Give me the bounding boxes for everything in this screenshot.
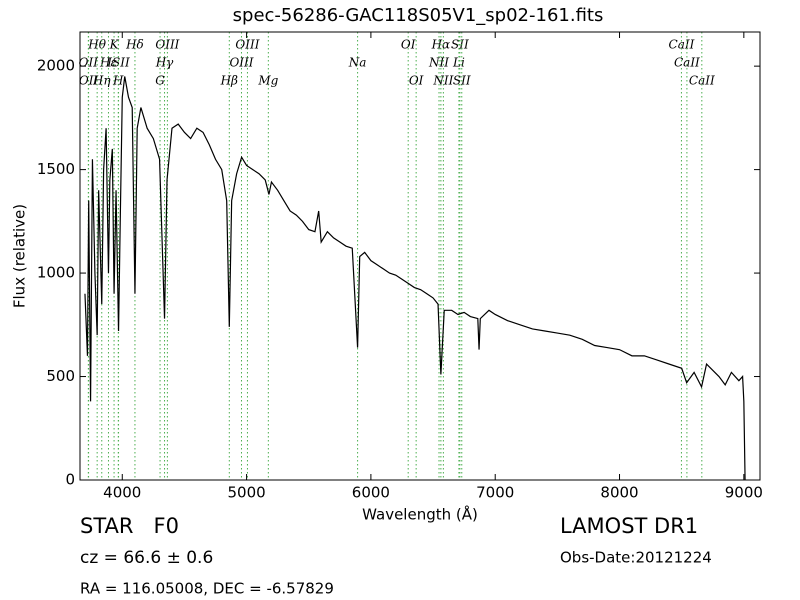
spectral-line-label: SII — [451, 38, 469, 52]
spectral-line-label: Na — [348, 56, 367, 70]
spectral-line-label: Mg — [257, 74, 278, 88]
spectral-line-label: CaII — [669, 38, 695, 52]
spectral-line-label: Hη — [92, 74, 111, 88]
spectral-line-label: Hα — [431, 38, 451, 52]
object-class: STAR F0 — [80, 514, 179, 538]
spectral-line-label: Hδ — [125, 38, 144, 52]
spectral-line-label: OII — [79, 74, 99, 88]
x-tick-label: 8000 — [600, 484, 638, 502]
spectral-line-label: CaII — [689, 74, 715, 88]
spectral-line-label: OIII — [155, 38, 179, 52]
spectral-line-label: SII — [453, 74, 471, 88]
spectral-line-label: Hβ — [220, 74, 238, 88]
y-tick-label: 2000 — [37, 57, 75, 75]
x-tick-label: 5000 — [227, 484, 265, 502]
spectral-line-label: OIII — [235, 38, 259, 52]
y-tick-label: 0 — [65, 471, 75, 489]
spectral-line-label: NII — [432, 74, 453, 88]
x-tick-label: 7000 — [476, 484, 514, 502]
chart-title: spec-56286-GAC118S05V1_sp02-161.fits — [233, 5, 604, 26]
spectral-line-label: Hγ — [155, 56, 174, 70]
spectral-line-label: ISII — [106, 56, 130, 70]
x-tick-label: 4000 — [103, 484, 141, 502]
y-axis-label: Flux (relative) — [11, 204, 29, 308]
coordinates: RA = 116.05008, DEC = -6.57829 — [80, 580, 334, 598]
plot-frame — [79, 31, 761, 481]
spectral-line-label: OIII — [229, 56, 253, 70]
spectral-line-label: NII — [428, 56, 449, 70]
survey: LAMOST DR1 — [560, 514, 698, 538]
y-tick-label: 1500 — [37, 160, 75, 178]
redshift: cz = 66.6 ± 0.6 — [80, 548, 213, 568]
spectral-line-label: OII — [79, 56, 99, 70]
y-tick-label: 500 — [46, 367, 75, 385]
spectral-line-label: CaII — [674, 56, 700, 70]
x-tick-label: 9000 — [725, 484, 763, 502]
spectral-line-label: H — [112, 74, 124, 88]
x-tick-label: 6000 — [352, 484, 390, 502]
obs-date: Obs-Date:20121224 — [560, 549, 712, 567]
spectral-line-label: OI — [401, 38, 416, 52]
spectral-line-label: K — [109, 38, 120, 52]
spectral-line-label: Li — [452, 56, 465, 70]
spectral-line-label: Hθ — [87, 38, 106, 52]
spectral-line-label: Hε — [99, 56, 117, 70]
spectral-line-label: G — [155, 74, 165, 88]
spectrum-line — [84, 76, 746, 481]
spectral-line-label: OI — [409, 74, 424, 88]
x-axis-label: Wavelength (Å) — [362, 505, 478, 524]
y-tick-label: 1000 — [37, 264, 75, 282]
